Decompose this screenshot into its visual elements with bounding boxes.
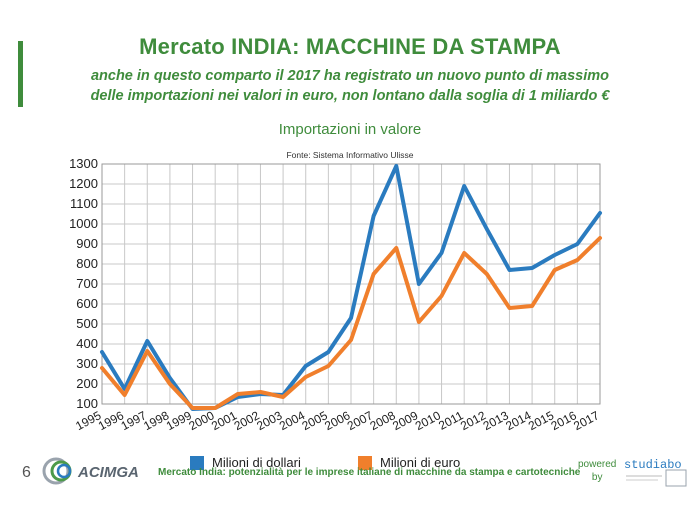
- y-tick-label: 200: [76, 376, 98, 391]
- y-tick-label: 800: [76, 256, 98, 271]
- y-tick-label: 700: [76, 276, 98, 291]
- chart-title: Importazioni in valore: [278, 121, 422, 138]
- subtitle-line-1: anche in questo comparto il 2017 ha regi…: [90, 68, 610, 84]
- powered-line-2: by: [591, 472, 603, 483]
- page-title: Mercato INDIA: MACCHINE DA STAMPA: [139, 34, 561, 59]
- chart-source-note: Fonte: Sistema Informativo Ulisse: [286, 150, 414, 160]
- acimga-logo: ACIMGA: [42, 457, 139, 485]
- studiabo-logo: studiabo: [624, 458, 687, 487]
- legend-item-dollari: Milioni di dollari: [190, 455, 301, 470]
- y-tick-label: 1300: [69, 156, 98, 171]
- y-tick-label: 400: [76, 336, 98, 351]
- y-tick-label: 900: [76, 236, 98, 251]
- plot-frame: [101, 163, 601, 405]
- legend-item-euro: Milioni di euro: [358, 455, 460, 470]
- svg-text:ACIMGA: ACIMGA: [77, 464, 139, 481]
- y-tick-label: 500: [76, 316, 98, 331]
- page-subtitle: anche in questo comparto il 2017 ha regi…: [40, 66, 660, 106]
- title-accent-bar: [18, 41, 23, 107]
- y-tick-label: 100: [76, 396, 98, 411]
- page-number: 6: [22, 464, 31, 481]
- legend-label-dollari: Milioni di dollari: [212, 455, 301, 470]
- legend-swatch-dollari: [190, 455, 204, 470]
- legend-label-euro: Milioni di euro: [380, 455, 461, 470]
- legend-swatch-euro: [358, 455, 372, 470]
- x-tick-label: 2017: [571, 408, 601, 433]
- powered-line-1: powered: [578, 459, 617, 470]
- y-tick-label: 1100: [70, 196, 98, 211]
- svg-text:studiabo: studiabo: [624, 458, 682, 472]
- powered-by-label: powered by: [578, 458, 616, 484]
- y-tick-label: 1000: [69, 216, 98, 231]
- footer-caption: Mercato India: potenzialità per le impre…: [158, 467, 581, 478]
- subtitle-line-2: delle importazioni nei valori in euro, n…: [90, 88, 610, 104]
- y-tick-label: 1200: [69, 176, 98, 191]
- y-tick-label: 300: [76, 356, 98, 371]
- y-tick-label: 600: [76, 296, 98, 311]
